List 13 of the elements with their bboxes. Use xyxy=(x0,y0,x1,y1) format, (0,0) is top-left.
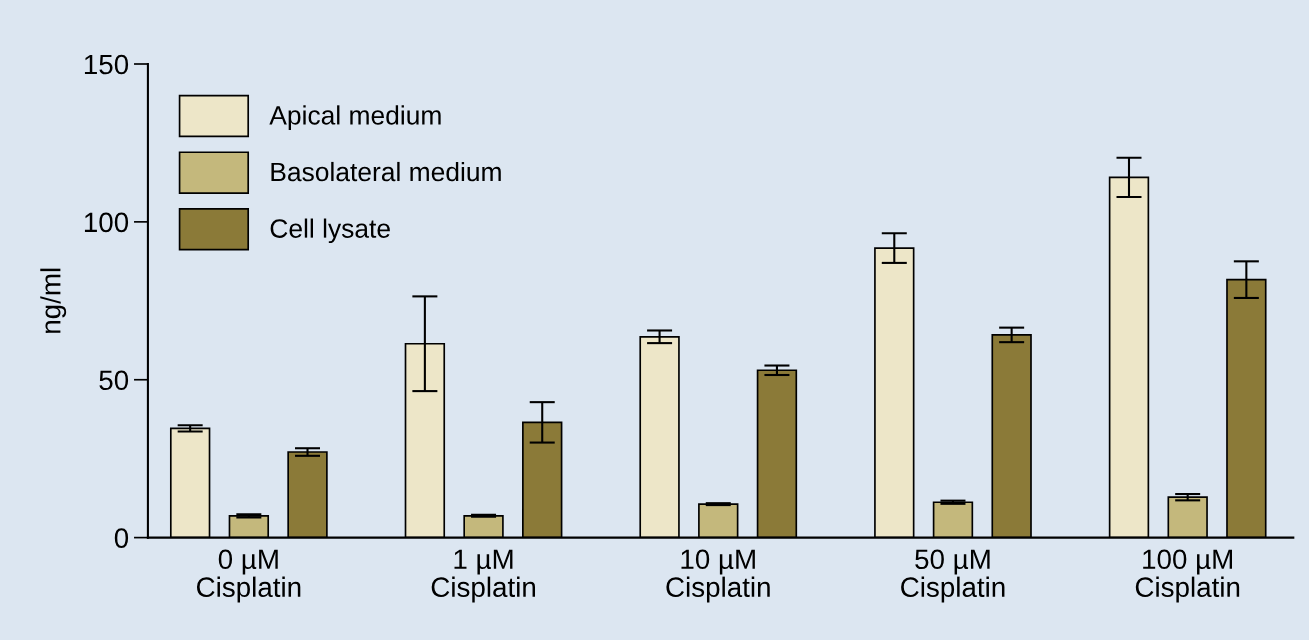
x-tick-label: 100 µM Cisplatin xyxy=(1135,549,1240,603)
y-axis-title: ng/ml xyxy=(40,268,67,333)
y-tick-label: 100 xyxy=(84,212,129,233)
y-tick-label: 0 xyxy=(114,528,129,548)
x-tick-label: 10 µM Cisplatin xyxy=(666,549,770,603)
y-tick-label: 50 xyxy=(99,370,129,391)
legend-label: Basolateral medium xyxy=(271,161,501,182)
x-tick-label: 50 µM Cisplatin xyxy=(901,549,1005,603)
legend-label: Apical medium xyxy=(269,105,441,130)
x-tick-label: 1 µM Cisplatin xyxy=(431,549,536,603)
x-tick-label: 0 µM Cisplatin xyxy=(196,549,301,603)
legend-label: Cell lysate xyxy=(270,218,390,244)
y-tick-label: 150 xyxy=(84,54,129,75)
